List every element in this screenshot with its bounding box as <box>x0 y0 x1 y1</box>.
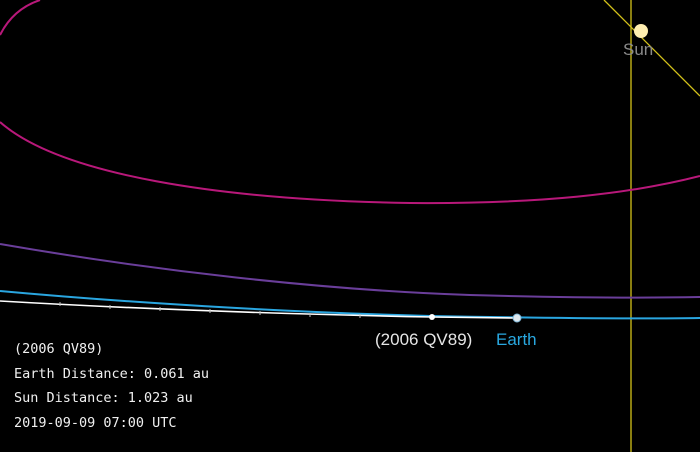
info-panel: (2006 QV89) Earth Distance: 0.061 au Sun… <box>14 340 209 438</box>
info-earth-distance: Earth Distance: 0.061 au <box>14 365 210 382</box>
info-timestamp: 2019-09-09 07:00 UTC <box>14 414 177 431</box>
info-object-name: (2006 QV89) <box>14 341 104 357</box>
info-sun-distance: Sun Distance: 1.023 au <box>14 390 193 406</box>
asteroid-orbit <box>0 300 518 319</box>
sun-icon[interactable] <box>634 24 648 38</box>
sun-label: Sun <box>623 40 654 59</box>
asteroid-marker[interactable] <box>429 314 435 320</box>
diagonal-orbit-line <box>603 0 700 97</box>
earth-orbit <box>0 290 700 320</box>
purple-orbit <box>0 243 700 299</box>
earth-marker[interactable] <box>512 313 522 323</box>
asteroid-label: (2006 QV89) <box>375 330 473 349</box>
asteroid-orbit-ticks <box>59 302 361 318</box>
magenta-orbit <box>0 121 700 205</box>
earth-label: Earth <box>496 330 537 349</box>
magenta-orbit-top <box>0 0 41 36</box>
